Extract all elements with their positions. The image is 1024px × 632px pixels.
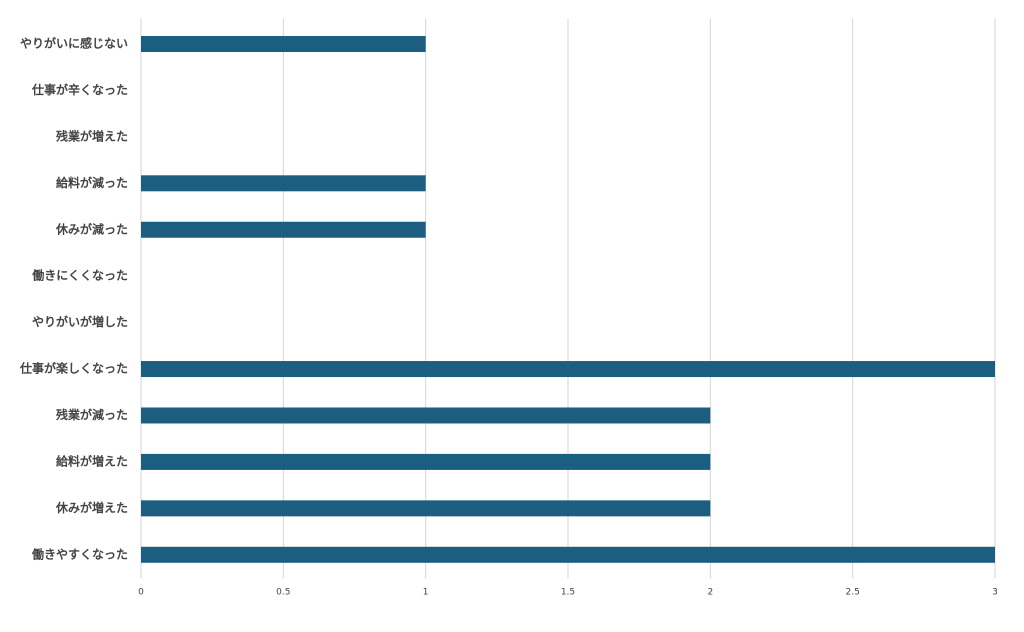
bar bbox=[141, 36, 426, 53]
x-tick-label: 2.5 bbox=[846, 588, 860, 598]
y-tick-label: 仕事が辛くなった bbox=[31, 82, 128, 97]
x-tick-label: 0.5 bbox=[276, 588, 290, 598]
bar bbox=[141, 407, 711, 424]
x-tick-label: 3 bbox=[992, 588, 998, 598]
x-tick-label: 1 bbox=[423, 588, 429, 598]
y-tick-label: 働きにくくなった bbox=[31, 268, 128, 283]
x-tick-label: 0 bbox=[138, 588, 144, 598]
bar bbox=[141, 361, 995, 378]
y-tick-label: 休みが減った bbox=[55, 221, 128, 236]
bar bbox=[141, 500, 711, 517]
bar bbox=[141, 546, 995, 563]
y-tick-label: 仕事が楽しくなった bbox=[19, 361, 128, 376]
y-tick-label: 休みが増えた bbox=[55, 500, 128, 515]
bar bbox=[141, 175, 426, 192]
y-tick-label: 残業が減った bbox=[56, 407, 128, 422]
y-tick-label: 働きやすくなった bbox=[31, 546, 128, 561]
y-tick-label: やりがいが増した bbox=[32, 314, 128, 329]
x-tick-label: 2 bbox=[707, 588, 713, 598]
bar bbox=[141, 453, 711, 470]
y-tick-label: 給料が増えた bbox=[56, 453, 128, 468]
x-tick-label: 1.5 bbox=[561, 588, 575, 598]
y-tick-label: やりがいに感じない bbox=[20, 36, 128, 51]
bar bbox=[141, 221, 426, 238]
y-tick-label: 残業が増えた bbox=[56, 128, 128, 143]
y-tick-label: 給料が減った bbox=[56, 175, 128, 190]
